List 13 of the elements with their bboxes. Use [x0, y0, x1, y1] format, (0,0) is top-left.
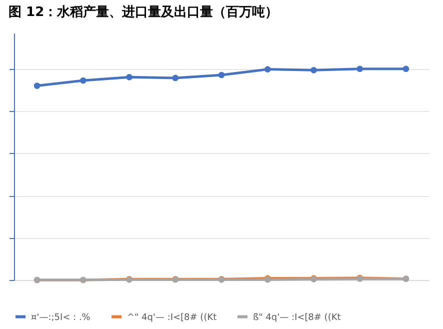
- point: [402, 66, 410, 72]
- chart-title: 图 12：水稻产量、进口量及出口量（百万吨）: [8, 4, 278, 20]
- point: [80, 77, 86, 84]
- legend-label: ß" 4q'— :I<[8# ((Kt: [253, 312, 342, 323]
- legend-label: ¤'—:;5I< : .%: [31, 312, 91, 323]
- legend-label: ^" 4q'— :I<[8# ((Kt: [127, 312, 218, 323]
- point: [218, 72, 225, 78]
- point: [126, 74, 132, 80]
- point: [356, 66, 363, 72]
- point: [34, 82, 40, 89]
- point: [310, 67, 317, 74]
- point: [172, 74, 179, 82]
- point: [264, 66, 271, 72]
